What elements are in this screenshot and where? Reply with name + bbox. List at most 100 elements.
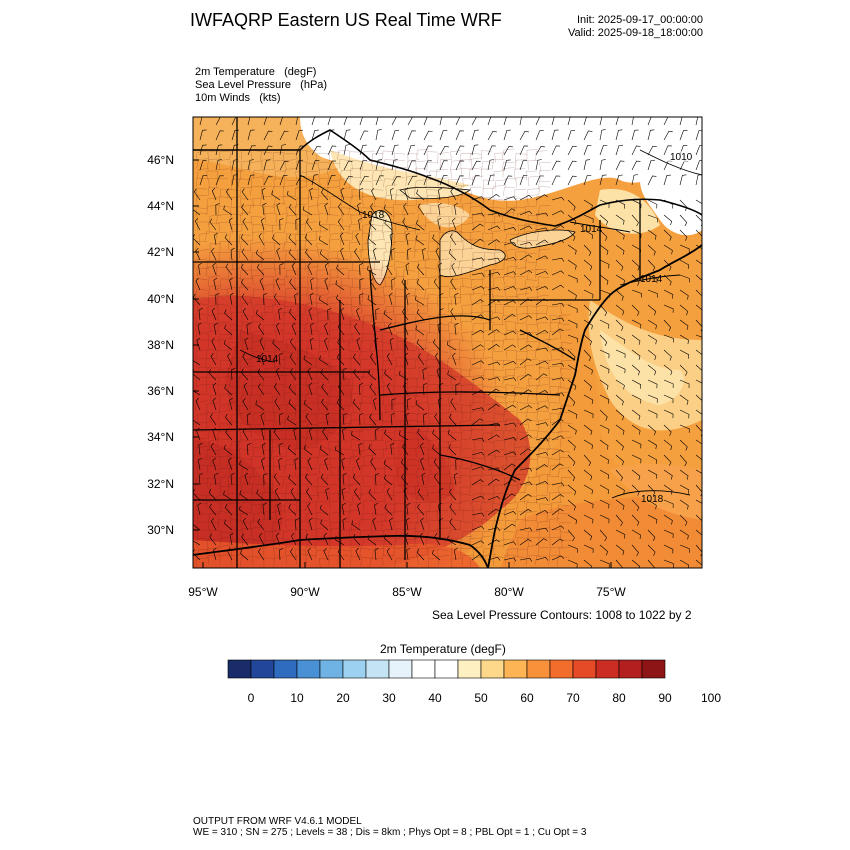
county-line <box>516 306 528 316</box>
wind-barb <box>471 512 485 517</box>
wind-barb <box>631 304 640 316</box>
wind-barb <box>447 535 457 546</box>
wind-barb <box>375 473 380 486</box>
county-line <box>373 475 386 485</box>
county-line <box>494 420 507 432</box>
county-line <box>251 439 264 449</box>
wind-barb <box>244 472 249 486</box>
county-line <box>513 556 526 566</box>
wind-barb <box>519 225 533 231</box>
county-line <box>447 179 460 189</box>
init-time: Init: 2025-09-17_00:00:00 <box>577 14 703 26</box>
wind-barb <box>631 499 640 512</box>
wind-barb <box>335 445 345 456</box>
county-line <box>437 152 450 163</box>
county-line <box>450 376 463 386</box>
county-line <box>339 404 351 415</box>
wind-barb <box>487 449 500 456</box>
wind-barb <box>663 319 672 332</box>
county-line <box>415 485 427 495</box>
wind-barb <box>288 399 297 411</box>
wind-barb <box>294 457 299 471</box>
county-line <box>460 420 472 431</box>
wind-barb <box>305 218 313 231</box>
county-line <box>228 503 240 513</box>
wind-barb <box>418 353 425 366</box>
wind-barb <box>695 514 702 526</box>
county-line <box>395 266 408 277</box>
wind-barb <box>263 175 273 186</box>
county-line <box>330 466 342 477</box>
wind-barb <box>195 247 201 261</box>
wind-barb <box>403 487 409 501</box>
wind-barb <box>391 117 401 126</box>
wind-barb <box>256 263 265 276</box>
county-line <box>494 215 506 226</box>
wind-barb <box>319 504 329 516</box>
wind-barb <box>319 295 329 306</box>
county-line <box>557 504 570 514</box>
county-line <box>252 466 265 478</box>
wind-barb <box>287 415 297 426</box>
colorbar-swatch <box>273 659 298 679</box>
wind-barbs <box>193 117 702 568</box>
county-line <box>515 177 527 188</box>
wind-barb <box>471 540 485 546</box>
wind-barb <box>567 214 577 226</box>
wind-barb <box>631 289 642 298</box>
county-line <box>558 450 570 460</box>
wind-barb <box>519 175 528 186</box>
county-line <box>449 240 462 250</box>
wind-barb <box>599 349 610 359</box>
county-line <box>384 512 397 522</box>
county-line <box>503 222 515 233</box>
county-line <box>360 396 373 406</box>
wind-barb <box>679 274 690 283</box>
county-line <box>195 313 207 324</box>
county-line <box>469 538 482 548</box>
wind-barb <box>367 265 377 276</box>
wind-barb <box>551 317 565 322</box>
county-line <box>424 221 438 232</box>
county-line <box>230 305 242 316</box>
county-line <box>208 429 221 440</box>
wind-barb <box>240 234 249 246</box>
field-name: Sea Level Pressure <box>195 79 291 91</box>
county-line <box>381 265 394 277</box>
county-line <box>516 212 529 223</box>
wind-barb <box>340 187 345 201</box>
county-line <box>239 234 251 244</box>
wind-barb <box>369 383 377 396</box>
county-line <box>492 359 504 369</box>
county-line <box>538 448 551 458</box>
wind-barb <box>359 117 363 126</box>
wind-barb <box>631 559 641 568</box>
county-line <box>447 440 460 451</box>
wind-barb <box>261 457 265 471</box>
county-line <box>527 402 540 412</box>
county-line <box>306 276 319 286</box>
county-line <box>350 393 362 403</box>
county-line <box>536 322 549 333</box>
county-line <box>517 510 529 521</box>
county-line <box>451 547 463 558</box>
county-line <box>534 555 548 566</box>
county-line <box>274 412 286 422</box>
county-line <box>340 395 352 405</box>
wind-barb <box>631 349 641 360</box>
county-line <box>393 213 406 223</box>
wind-barb <box>471 285 485 291</box>
county-line <box>437 268 449 279</box>
county-line <box>273 242 286 253</box>
wind-barb <box>551 449 564 456</box>
wind-barb <box>599 454 609 465</box>
county-line <box>370 224 383 234</box>
county-line <box>362 536 375 547</box>
wind-barb <box>583 130 593 141</box>
county-line <box>348 269 361 280</box>
wind-barb <box>212 382 217 396</box>
county-line <box>219 455 232 466</box>
county-line <box>526 149 538 160</box>
county-line <box>231 170 243 180</box>
colorbar-swatch <box>319 659 344 679</box>
